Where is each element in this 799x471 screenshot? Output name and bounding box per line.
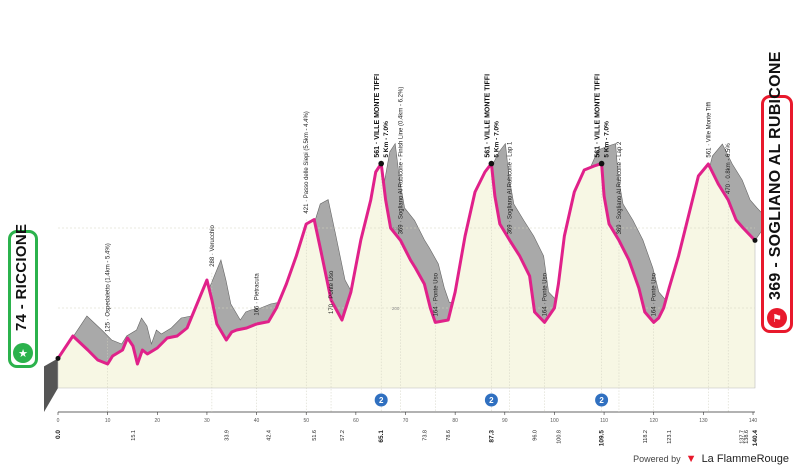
x-tick-label: 20 [155, 418, 161, 424]
kom-icon [374, 393, 388, 407]
waypoint-label: 166 · Pietracuta [255, 273, 261, 316]
waypoint-label: 470 · 0.8km - 6.5% [726, 143, 732, 194]
km-marker-label: 138.6 [744, 430, 750, 444]
km-marker-label: 109.5 [599, 430, 606, 447]
summit-dot [598, 160, 605, 167]
x-tick-label: 30 [204, 418, 210, 424]
x-tick-label: 10 [105, 418, 111, 424]
km-marker-label: 87.3 [488, 430, 495, 443]
climb-stats-label: 5 Km - 7.0% [383, 121, 390, 158]
km-marker-label: 33.9 [224, 430, 230, 441]
x-tick-label: 120 [650, 418, 659, 424]
waypoint-label: 164 · Ponte Uso [433, 272, 439, 316]
x-tick-label: 110 [600, 418, 608, 424]
y-tick-label: 400 [392, 226, 400, 231]
km-marker-label: 137.7 [740, 430, 746, 444]
kom-category-label: 2 [379, 396, 384, 405]
kom-category-label: 2 [489, 396, 494, 405]
waypoint-label: 164 · Ponte Uso [652, 272, 658, 316]
km-marker-label: 140.4 [752, 430, 759, 447]
x-tick-label: 100 [550, 418, 559, 424]
kom-category-label: 2 [599, 396, 604, 405]
x-tick-label: 0 [57, 418, 60, 424]
kom-icon [484, 393, 498, 407]
x-tick-label: 80 [452, 418, 458, 424]
km-marker-label: 15.1 [131, 430, 137, 441]
footer-credit: Powered by ▼ La FlammeRouge [633, 453, 789, 465]
km-marker-label: 73.8 [422, 430, 428, 441]
km-marker-label: 123.1 [667, 430, 673, 444]
x-tick-label: 50 [303, 418, 309, 424]
x-tick-label: 70 [403, 418, 409, 424]
climb-name-label: 561 · VILLE MONTE TIFFI [484, 74, 491, 158]
start-location-box: 74 - RICCIONE ★ [8, 224, 38, 368]
waypoint-label: 369 · Sogliano Al Rubicone - Finish Line… [399, 87, 405, 235]
climb-stats-label: 5 Km - 7.0% [493, 121, 500, 158]
waypoint-label: 164 · Ponte Uso [543, 272, 549, 316]
start-label: 74 - RICCIONE [13, 223, 30, 331]
waypoint-label: 125 · Ospedaletto (1.4km - 5.4%) [106, 243, 112, 332]
summit-dot [488, 160, 495, 167]
kom-icon [595, 393, 609, 407]
profile-side-wall [44, 358, 58, 412]
y-tick-label: 200 [392, 306, 400, 311]
x-tick-label: 60 [353, 418, 359, 424]
finish-flag-icon: ⚑ [767, 308, 787, 328]
km-marker-label: 96.0 [533, 430, 539, 441]
x-tick-label: 130 [699, 418, 708, 424]
waypoint-label: 170 · Ponte Uso [329, 270, 335, 314]
waypoint-label: 288 · Verucchio [210, 224, 216, 266]
waypoint-label: 561 · Ville Monte Tiffi [706, 102, 712, 158]
climb-name-label: 561 · VILLE MONTE TIFFI [595, 74, 602, 158]
km-marker-label: 65.1 [378, 430, 385, 443]
start-dot [55, 355, 61, 361]
route-line [56, 162, 757, 366]
x-tick-label: 90 [502, 418, 508, 424]
finish-label: 369 - SOGLIANO AL RUBICONE [767, 51, 784, 300]
waypoint-label: 369 · Sogliano Al Rubicone - Lap 1 [508, 141, 514, 234]
brand-name: La FlammeRouge [701, 453, 789, 465]
finish-dot [752, 237, 758, 243]
flamme-rouge-logo-icon: ▼ [685, 453, 697, 465]
x-tick-label: 140 [749, 418, 758, 424]
x-tick-label: 40 [254, 418, 260, 424]
km-marker-label: 51.6 [312, 430, 318, 441]
climb-name-label: 561 · VILLE MONTE TIFFI [374, 74, 381, 158]
km-marker-label: 42.4 [266, 430, 272, 441]
waypoint-label: 421 · Passo delle Siepi (5.5km - 4.4%) [304, 111, 310, 213]
km-marker-label: 57.2 [340, 430, 346, 441]
waypoint-label: 369 · Sogliano Al Rubicone - Lap 2 [617, 141, 623, 234]
summit-dot [378, 160, 384, 167]
powered-by-text: Powered by [633, 454, 681, 464]
bike-icon: ★ [13, 343, 33, 363]
km-marker-label: 78.6 [446, 430, 452, 441]
km-marker-label: 118.2 [643, 430, 649, 443]
climb-stats-label: 5 Km - 7.0% [604, 121, 611, 158]
finish-location-box: 369 - SOGLIANO AL RUBICONE ⚑ [761, 51, 793, 333]
km-marker-label: 0.0 [55, 430, 62, 439]
km-marker-label: 100.8 [556, 430, 562, 444]
